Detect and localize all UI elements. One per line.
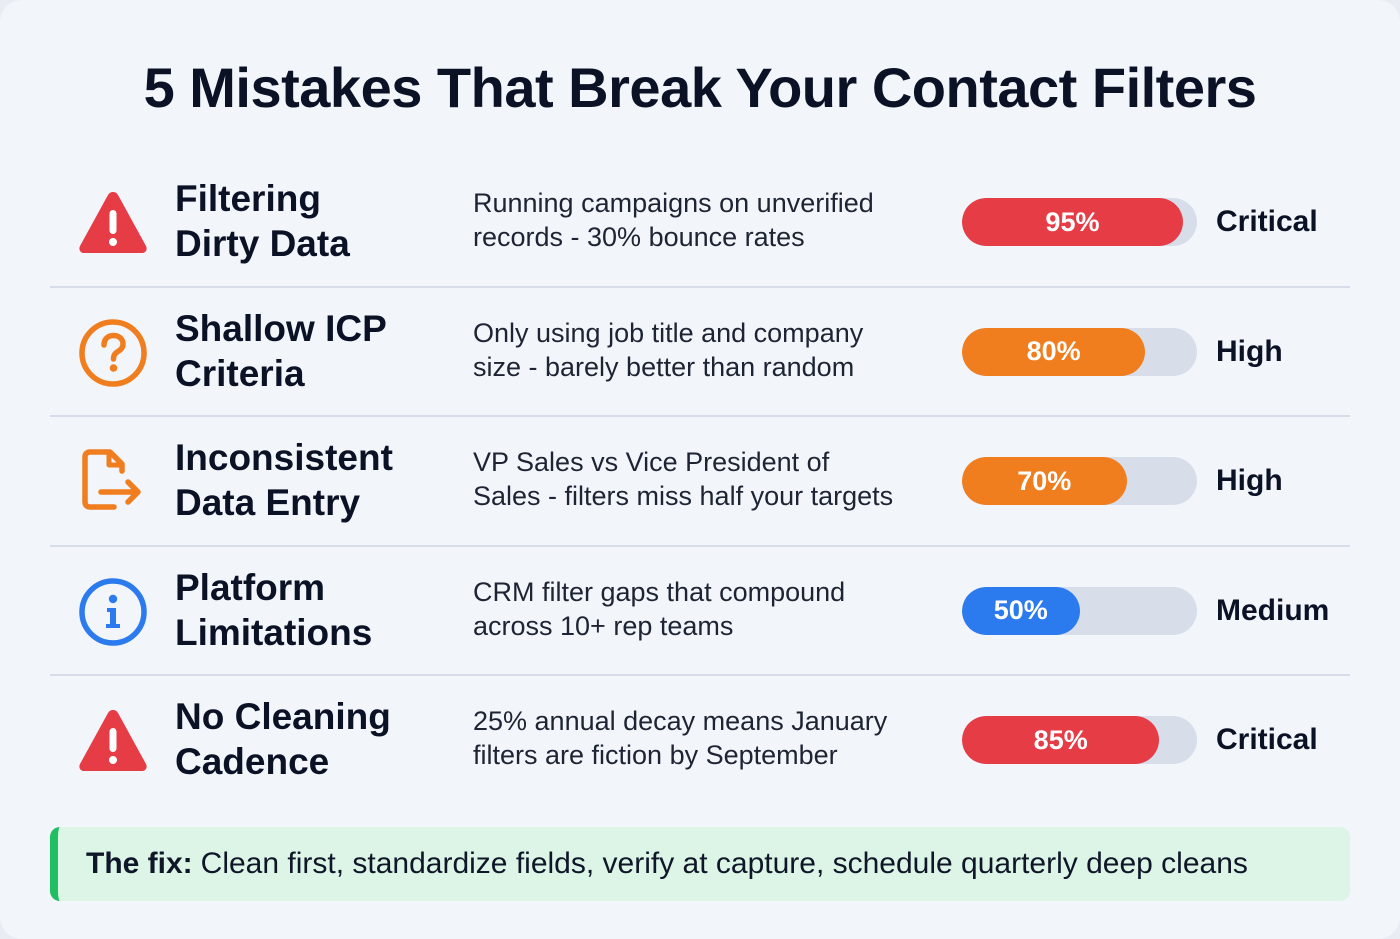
mistake-row: Shallow ICP Criteria Only using job title… xyxy=(50,288,1350,417)
impact-bar-fill: 80% xyxy=(962,327,1146,376)
mistake-description: Only using job title and company size - b… xyxy=(473,317,864,382)
warning-triangle-icon xyxy=(76,186,150,260)
fix-label: The fix: xyxy=(86,847,193,880)
impact-bar-track: 70% xyxy=(962,457,1197,505)
mistake-row: Platform Limitations CRM filter gaps that… xyxy=(50,547,1350,676)
mistake-row: No Cleaning Cadence 25% annual decay mean… xyxy=(50,676,1350,806)
mistake-title: No Cleaning Cadence xyxy=(175,696,391,782)
severity-label: Critical xyxy=(1216,723,1318,756)
file-export-icon xyxy=(76,445,150,519)
impact-bar-fill: 70% xyxy=(962,457,1127,505)
mistake-title: Filtering Dirty Data xyxy=(175,178,350,264)
severity-label: Medium xyxy=(1216,593,1330,627)
mistake-title: Inconsistent Data Entry xyxy=(175,437,393,523)
mistake-description: 25% annual decay means January filters ar… xyxy=(473,706,888,770)
severity-label: High xyxy=(1216,334,1283,368)
impact-bar-fill: 85% xyxy=(962,716,1160,764)
fix-callout: The fix: Clean first, standardize fields… xyxy=(50,827,1350,901)
impact-bar-fill: 95% xyxy=(962,198,1183,246)
impact-bar-fill: 50% xyxy=(962,586,1080,635)
mistake-description: VP Sales vs Vice President of Sales - fil… xyxy=(473,447,894,511)
warning-triangle-icon xyxy=(76,704,150,778)
severity-label: Critical xyxy=(1216,205,1318,238)
mistake-title: Shallow ICP Criteria xyxy=(175,307,387,394)
mistake-row: Filtering Dirty Data Running campaigns on… xyxy=(50,158,1350,288)
mistakes-list: Filtering Dirty Data Running campaigns on… xyxy=(50,158,1350,806)
info-circle-icon xyxy=(76,575,150,649)
mistake-title: Platform Limitations xyxy=(175,566,373,653)
page-title: 5 Mistakes That Break Your Contact Filte… xyxy=(143,56,1257,119)
impact-bar-track: 95% xyxy=(962,198,1197,246)
mistake-row: Inconsistent Data Entry VP Sales vs Vice … xyxy=(50,417,1350,547)
impact-bar-track: 80% xyxy=(962,327,1197,376)
impact-bar-track: 85% xyxy=(962,716,1197,764)
mistake-description: CRM filter gaps that compound across 10+ … xyxy=(473,576,846,641)
fix-text: Clean first, standardize fields, verify … xyxy=(200,847,1248,880)
severity-label: High xyxy=(1216,464,1283,497)
impact-bar-track: 50% xyxy=(962,586,1197,635)
mistake-description: Running campaigns on unverified records -… xyxy=(473,188,874,252)
question-circle-icon xyxy=(76,316,150,390)
